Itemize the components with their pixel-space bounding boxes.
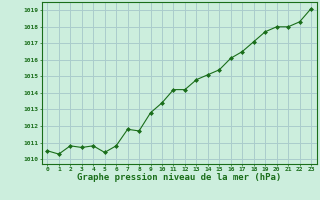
X-axis label: Graphe pression niveau de la mer (hPa): Graphe pression niveau de la mer (hPa)	[77, 173, 281, 182]
